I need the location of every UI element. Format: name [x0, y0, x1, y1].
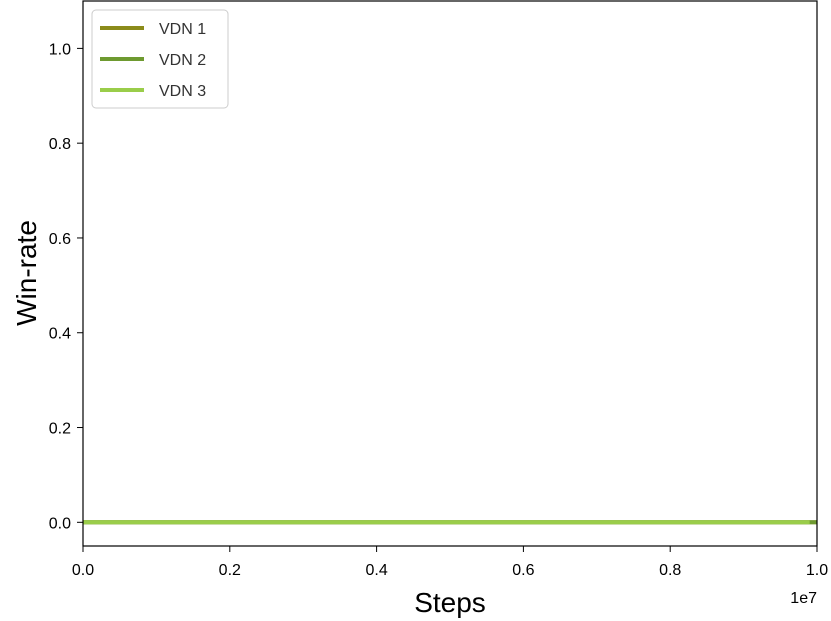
y-tick-label: 0.0: [49, 515, 71, 532]
y-tick-label: 1.0: [49, 41, 71, 58]
plot-frame: [82, 0, 818, 547]
legend: VDN 1 VDN 2 VDN 3: [91, 9, 229, 109]
x-axis-label: Steps: [414, 587, 486, 618]
x-axis: 0.0 0.2 0.4 0.6 0.8 1.0: [72, 546, 828, 579]
legend-box: [91, 9, 229, 109]
x-tick-label: 0.2: [219, 562, 241, 579]
x-tick-label: 0.0: [72, 562, 94, 579]
legend-label: VDN 1: [159, 21, 206, 38]
y-tick-label: 0.8: [49, 136, 71, 153]
y-tick-label: 0.6: [49, 231, 71, 248]
y-axis: 0.0 0.2 0.4 0.6 0.8 1.0: [49, 41, 83, 532]
y-axis-label: Win-rate: [11, 220, 42, 326]
x-tick-label: 0.4: [365, 562, 387, 579]
x-tick-label: 1.0: [806, 562, 828, 579]
legend-label: VDN 3: [159, 83, 206, 100]
y-tick-label: 0.4: [49, 326, 71, 343]
x-offset-label: 1e7: [790, 590, 817, 607]
legend-label: VDN 2: [159, 52, 206, 69]
x-tick-label: 0.6: [512, 562, 534, 579]
x-tick-label: 0.8: [659, 562, 681, 579]
y-tick-label: 0.2: [49, 421, 71, 438]
